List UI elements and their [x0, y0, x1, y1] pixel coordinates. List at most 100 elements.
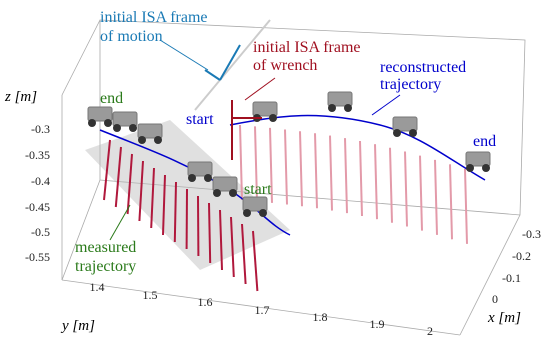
- robot: [87, 106, 113, 122]
- wheel: [154, 136, 162, 144]
- annotation: of wrench: [253, 57, 317, 74]
- force-arrow: [103, 139, 111, 201]
- wheel: [409, 129, 417, 137]
- wheel: [88, 119, 96, 127]
- force-arrow: [252, 230, 259, 292]
- force-arrow: [162, 174, 166, 236]
- force-arrow: [239, 124, 243, 201]
- annotation: of motion: [100, 28, 163, 45]
- force-arrow: [114, 146, 122, 208]
- force-arrow: [126, 153, 133, 215]
- x-tick-label: -0.2: [512, 249, 531, 263]
- force-arrow: [138, 160, 144, 222]
- annotation: trajectory: [75, 258, 136, 275]
- y-axis: [61, 279, 461, 336]
- x-tick-label: -0.3: [522, 227, 541, 241]
- z-tick-label: -0.5: [31, 225, 50, 239]
- pointer: [244, 77, 276, 101]
- force-arrow: [254, 126, 258, 202]
- pointer: [159, 39, 209, 71]
- pointer: [371, 94, 401, 116]
- y-tick-label: 1.9: [370, 317, 385, 331]
- z-tick-label: -0.35: [25, 148, 50, 162]
- isa-frames: [109, 39, 401, 241]
- robot: [137, 123, 163, 139]
- box-edge: [61, 19, 101, 96]
- force-arrow: [230, 216, 235, 278]
- annotation: start: [186, 111, 214, 128]
- annotation: trajectory: [380, 76, 441, 93]
- wheel: [269, 114, 277, 122]
- y-tick-label: 1.7: [255, 303, 270, 317]
- force-arrow: [404, 151, 408, 227]
- robot: [327, 91, 353, 107]
- wheel: [129, 124, 137, 132]
- box-edge: [61, 179, 101, 281]
- axes-box: [61, 19, 526, 336]
- wheel: [393, 129, 401, 137]
- robot: [465, 151, 491, 167]
- annotation: end: [473, 133, 496, 150]
- wheel: [104, 119, 112, 127]
- wheel: [188, 174, 196, 182]
- force-arrow: [150, 167, 155, 229]
- frame-arrow: [219, 44, 241, 81]
- y-tick-label: 1.4: [90, 280, 105, 294]
- wheel: [466, 164, 474, 172]
- x-axis: [459, 214, 521, 336]
- force-arrow: [434, 159, 438, 235]
- annotation: end: [100, 90, 123, 107]
- wheel: [328, 104, 336, 112]
- force-arrow: [219, 209, 223, 271]
- y-tick-label: 1.6: [198, 295, 213, 309]
- wheel: [243, 209, 251, 217]
- wheel: [113, 124, 121, 132]
- annotation: reconstructed: [380, 59, 466, 76]
- force-arrow: [419, 155, 423, 231]
- frame-arrow: [204, 69, 221, 81]
- axis-label: z [m]: [4, 89, 37, 105]
- force-arrow: [374, 144, 378, 220]
- axis-label: y [m]: [60, 318, 95, 334]
- force-arrow: [208, 202, 212, 264]
- robot: [242, 196, 268, 212]
- z-tick-label: -0.4: [31, 174, 50, 188]
- robot: [112, 111, 138, 127]
- annotation: initial ISA frame: [100, 9, 208, 26]
- force-arrow: [314, 133, 318, 209]
- wheel: [138, 136, 146, 144]
- annotation: measured: [75, 239, 136, 256]
- z-tick-label: -0.3: [31, 122, 50, 136]
- robot: [187, 161, 213, 177]
- ticks: -0.3 -0.35 -0.4 -0.45 -0.5 -0.55 1.4 1.5 1.6 1.7 1…: [25, 122, 541, 338]
- wheel: [229, 189, 237, 197]
- annotation: start: [244, 181, 272, 198]
- isa-axis: [194, 19, 271, 111]
- force-arrow: [269, 127, 273, 203]
- wheel: [482, 164, 490, 172]
- wheel: [204, 174, 212, 182]
- robot: [252, 101, 278, 117]
- z-tick-label: -0.45: [25, 200, 50, 214]
- y-tick-label: 1.8: [313, 310, 328, 324]
- force-arrow: [389, 147, 393, 223]
- forces: [103, 124, 468, 292]
- robot: [212, 176, 238, 192]
- force-arrow: [284, 129, 288, 205]
- force-arrow: [344, 138, 348, 214]
- wheel: [344, 104, 352, 112]
- force-arrow: [299, 131, 303, 207]
- force-arrow: [449, 164, 453, 240]
- force-arrow: [173, 181, 177, 243]
- annotation: initial ISA frame: [253, 39, 361, 56]
- wheel: [213, 189, 221, 197]
- robot: [392, 116, 418, 132]
- force-arrow: [464, 168, 468, 244]
- x-tick-label: 0: [492, 292, 498, 306]
- axis-label: x [m]: [487, 310, 521, 326]
- force-arrow: [359, 140, 363, 217]
- force-arrow: [241, 223, 247, 285]
- y-tick-label: 1.5: [143, 288, 158, 302]
- force-arrow: [329, 135, 333, 211]
